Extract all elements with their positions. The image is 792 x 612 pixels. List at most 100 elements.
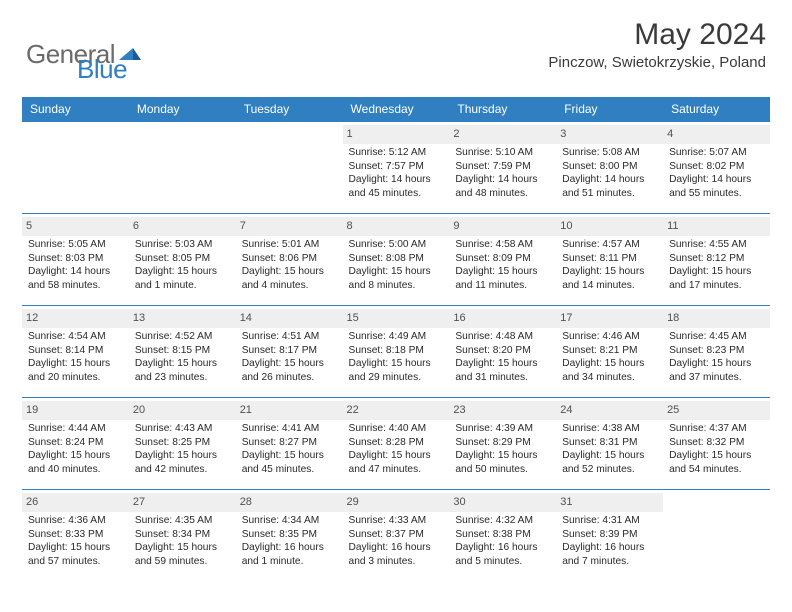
day-number: 17 bbox=[556, 309, 663, 328]
sunrise-label: Sunrise: 4:48 AM bbox=[455, 330, 550, 344]
daylight-label: Daylight: 15 hours bbox=[349, 449, 444, 463]
daylight-label: and 29 minutes. bbox=[349, 371, 444, 385]
calendar-cell: 22Sunrise: 4:40 AMSunset: 8:28 PMDayligh… bbox=[343, 398, 450, 490]
sunset-label: Sunset: 8:02 PM bbox=[669, 160, 764, 174]
calendar-cell: 31Sunrise: 4:31 AMSunset: 8:39 PMDayligh… bbox=[556, 490, 663, 582]
day-number: 9 bbox=[449, 217, 556, 236]
sunset-label: Sunset: 8:17 PM bbox=[242, 344, 337, 358]
month-title: May 2024 bbox=[548, 18, 766, 52]
calendar-cell: 30Sunrise: 4:32 AMSunset: 8:38 PMDayligh… bbox=[449, 490, 556, 582]
sunrise-label: Sunrise: 4:35 AM bbox=[135, 514, 230, 528]
sunrise-label: Sunrise: 4:41 AM bbox=[242, 422, 337, 436]
sunset-label: Sunset: 8:25 PM bbox=[135, 436, 230, 450]
sunset-label: Sunset: 8:14 PM bbox=[28, 344, 123, 358]
weekday-header: Monday bbox=[129, 97, 236, 122]
weekday-header: Tuesday bbox=[236, 97, 343, 122]
day-number: 4 bbox=[663, 125, 770, 144]
daylight-label: Daylight: 15 hours bbox=[135, 357, 230, 371]
weekday-header: Wednesday bbox=[343, 97, 450, 122]
sunrise-label: Sunrise: 5:05 AM bbox=[28, 238, 123, 252]
daylight-label: Daylight: 14 hours bbox=[455, 173, 550, 187]
calendar-cell: 25Sunrise: 4:37 AMSunset: 8:32 PMDayligh… bbox=[663, 398, 770, 490]
daylight-label: and 58 minutes. bbox=[28, 279, 123, 293]
day-number: 7 bbox=[236, 217, 343, 236]
day-number: 27 bbox=[129, 493, 236, 512]
daylight-label: and 47 minutes. bbox=[349, 463, 444, 477]
calendar-cell: 1Sunrise: 5:12 AMSunset: 7:57 PMDaylight… bbox=[343, 122, 450, 214]
calendar-cell: 4Sunrise: 5:07 AMSunset: 8:02 PMDaylight… bbox=[663, 122, 770, 214]
calendar-cell: 9Sunrise: 4:58 AMSunset: 8:09 PMDaylight… bbox=[449, 214, 556, 306]
calendar-cell: 11Sunrise: 4:55 AMSunset: 8:12 PMDayligh… bbox=[663, 214, 770, 306]
daylight-label: Daylight: 15 hours bbox=[455, 265, 550, 279]
sunrise-label: Sunrise: 5:08 AM bbox=[562, 146, 657, 160]
calendar-cell: 8Sunrise: 5:00 AMSunset: 8:08 PMDaylight… bbox=[343, 214, 450, 306]
daylight-label: and 52 minutes. bbox=[562, 463, 657, 477]
day-number: 22 bbox=[343, 401, 450, 420]
day-number: 30 bbox=[449, 493, 556, 512]
calendar-week-row: 12Sunrise: 4:54 AMSunset: 8:14 PMDayligh… bbox=[22, 306, 770, 398]
daylight-label: Daylight: 16 hours bbox=[242, 541, 337, 555]
sunset-label: Sunset: 8:34 PM bbox=[135, 528, 230, 542]
daylight-label: Daylight: 15 hours bbox=[242, 265, 337, 279]
daylight-label: and 11 minutes. bbox=[455, 279, 550, 293]
daylight-label: Daylight: 15 hours bbox=[135, 265, 230, 279]
sunrise-label: Sunrise: 4:54 AM bbox=[28, 330, 123, 344]
daylight-label: Daylight: 14 hours bbox=[562, 173, 657, 187]
calendar-cell: 7Sunrise: 5:01 AMSunset: 8:06 PMDaylight… bbox=[236, 214, 343, 306]
daylight-label: Daylight: 15 hours bbox=[28, 357, 123, 371]
logo-text-2: Blue bbox=[77, 54, 127, 85]
calendar-cell: 26Sunrise: 4:36 AMSunset: 8:33 PMDayligh… bbox=[22, 490, 129, 582]
daylight-label: Daylight: 15 hours bbox=[669, 357, 764, 371]
day-number: 29 bbox=[343, 493, 450, 512]
daylight-label: and 59 minutes. bbox=[135, 555, 230, 569]
calendar-cell: 17Sunrise: 4:46 AMSunset: 8:21 PMDayligh… bbox=[556, 306, 663, 398]
daylight-label: Daylight: 15 hours bbox=[135, 449, 230, 463]
daylight-label: Daylight: 16 hours bbox=[455, 541, 550, 555]
sunrise-label: Sunrise: 4:46 AM bbox=[562, 330, 657, 344]
day-number: 6 bbox=[129, 217, 236, 236]
day-number: 16 bbox=[449, 309, 556, 328]
daylight-label: and 4 minutes. bbox=[242, 279, 337, 293]
calendar-cell: 19Sunrise: 4:44 AMSunset: 8:24 PMDayligh… bbox=[22, 398, 129, 490]
calendar-cell: 28Sunrise: 4:34 AMSunset: 8:35 PMDayligh… bbox=[236, 490, 343, 582]
day-number: 12 bbox=[22, 309, 129, 328]
daylight-label: and 37 minutes. bbox=[669, 371, 764, 385]
daylight-label: and 17 minutes. bbox=[669, 279, 764, 293]
sunset-label: Sunset: 8:33 PM bbox=[28, 528, 123, 542]
daylight-label: and 14 minutes. bbox=[562, 279, 657, 293]
daylight-label: Daylight: 15 hours bbox=[455, 357, 550, 371]
sunset-label: Sunset: 8:31 PM bbox=[562, 436, 657, 450]
sunrise-label: Sunrise: 4:43 AM bbox=[135, 422, 230, 436]
sunrise-label: Sunrise: 4:32 AM bbox=[455, 514, 550, 528]
sunset-label: Sunset: 8:06 PM bbox=[242, 252, 337, 266]
daylight-label: and 40 minutes. bbox=[28, 463, 123, 477]
sunrise-label: Sunrise: 5:12 AM bbox=[349, 146, 444, 160]
logo: General Blue bbox=[26, 18, 127, 85]
calendar-cell: 18Sunrise: 4:45 AMSunset: 8:23 PMDayligh… bbox=[663, 306, 770, 398]
day-number: 25 bbox=[663, 401, 770, 420]
sunrise-label: Sunrise: 4:58 AM bbox=[455, 238, 550, 252]
day-number: 5 bbox=[22, 217, 129, 236]
day-number: 15 bbox=[343, 309, 450, 328]
sunrise-label: Sunrise: 4:31 AM bbox=[562, 514, 657, 528]
daylight-label: and 51 minutes. bbox=[562, 187, 657, 201]
daylight-label: and 45 minutes. bbox=[242, 463, 337, 477]
sunrise-label: Sunrise: 4:40 AM bbox=[349, 422, 444, 436]
daylight-label: Daylight: 15 hours bbox=[349, 357, 444, 371]
sunrise-label: Sunrise: 4:49 AM bbox=[349, 330, 444, 344]
day-number: 1 bbox=[343, 125, 450, 144]
calendar-cell: 16Sunrise: 4:48 AMSunset: 8:20 PMDayligh… bbox=[449, 306, 556, 398]
calendar-cell: 15Sunrise: 4:49 AMSunset: 8:18 PMDayligh… bbox=[343, 306, 450, 398]
daylight-label: and 55 minutes. bbox=[669, 187, 764, 201]
calendar-cell: 2Sunrise: 5:10 AMSunset: 7:59 PMDaylight… bbox=[449, 122, 556, 214]
daylight-label: and 7 minutes. bbox=[562, 555, 657, 569]
daylight-label: Daylight: 15 hours bbox=[562, 357, 657, 371]
location-label: Pinczow, Swietokrzyskie, Poland bbox=[548, 54, 766, 71]
daylight-label: Daylight: 15 hours bbox=[562, 265, 657, 279]
calendar-cell bbox=[22, 122, 129, 214]
calendar-cell: 5Sunrise: 5:05 AMSunset: 8:03 PMDaylight… bbox=[22, 214, 129, 306]
day-number: 11 bbox=[663, 217, 770, 236]
calendar-cell bbox=[663, 490, 770, 582]
calendar-week-row: 5Sunrise: 5:05 AMSunset: 8:03 PMDaylight… bbox=[22, 214, 770, 306]
daylight-label: and 54 minutes. bbox=[669, 463, 764, 477]
